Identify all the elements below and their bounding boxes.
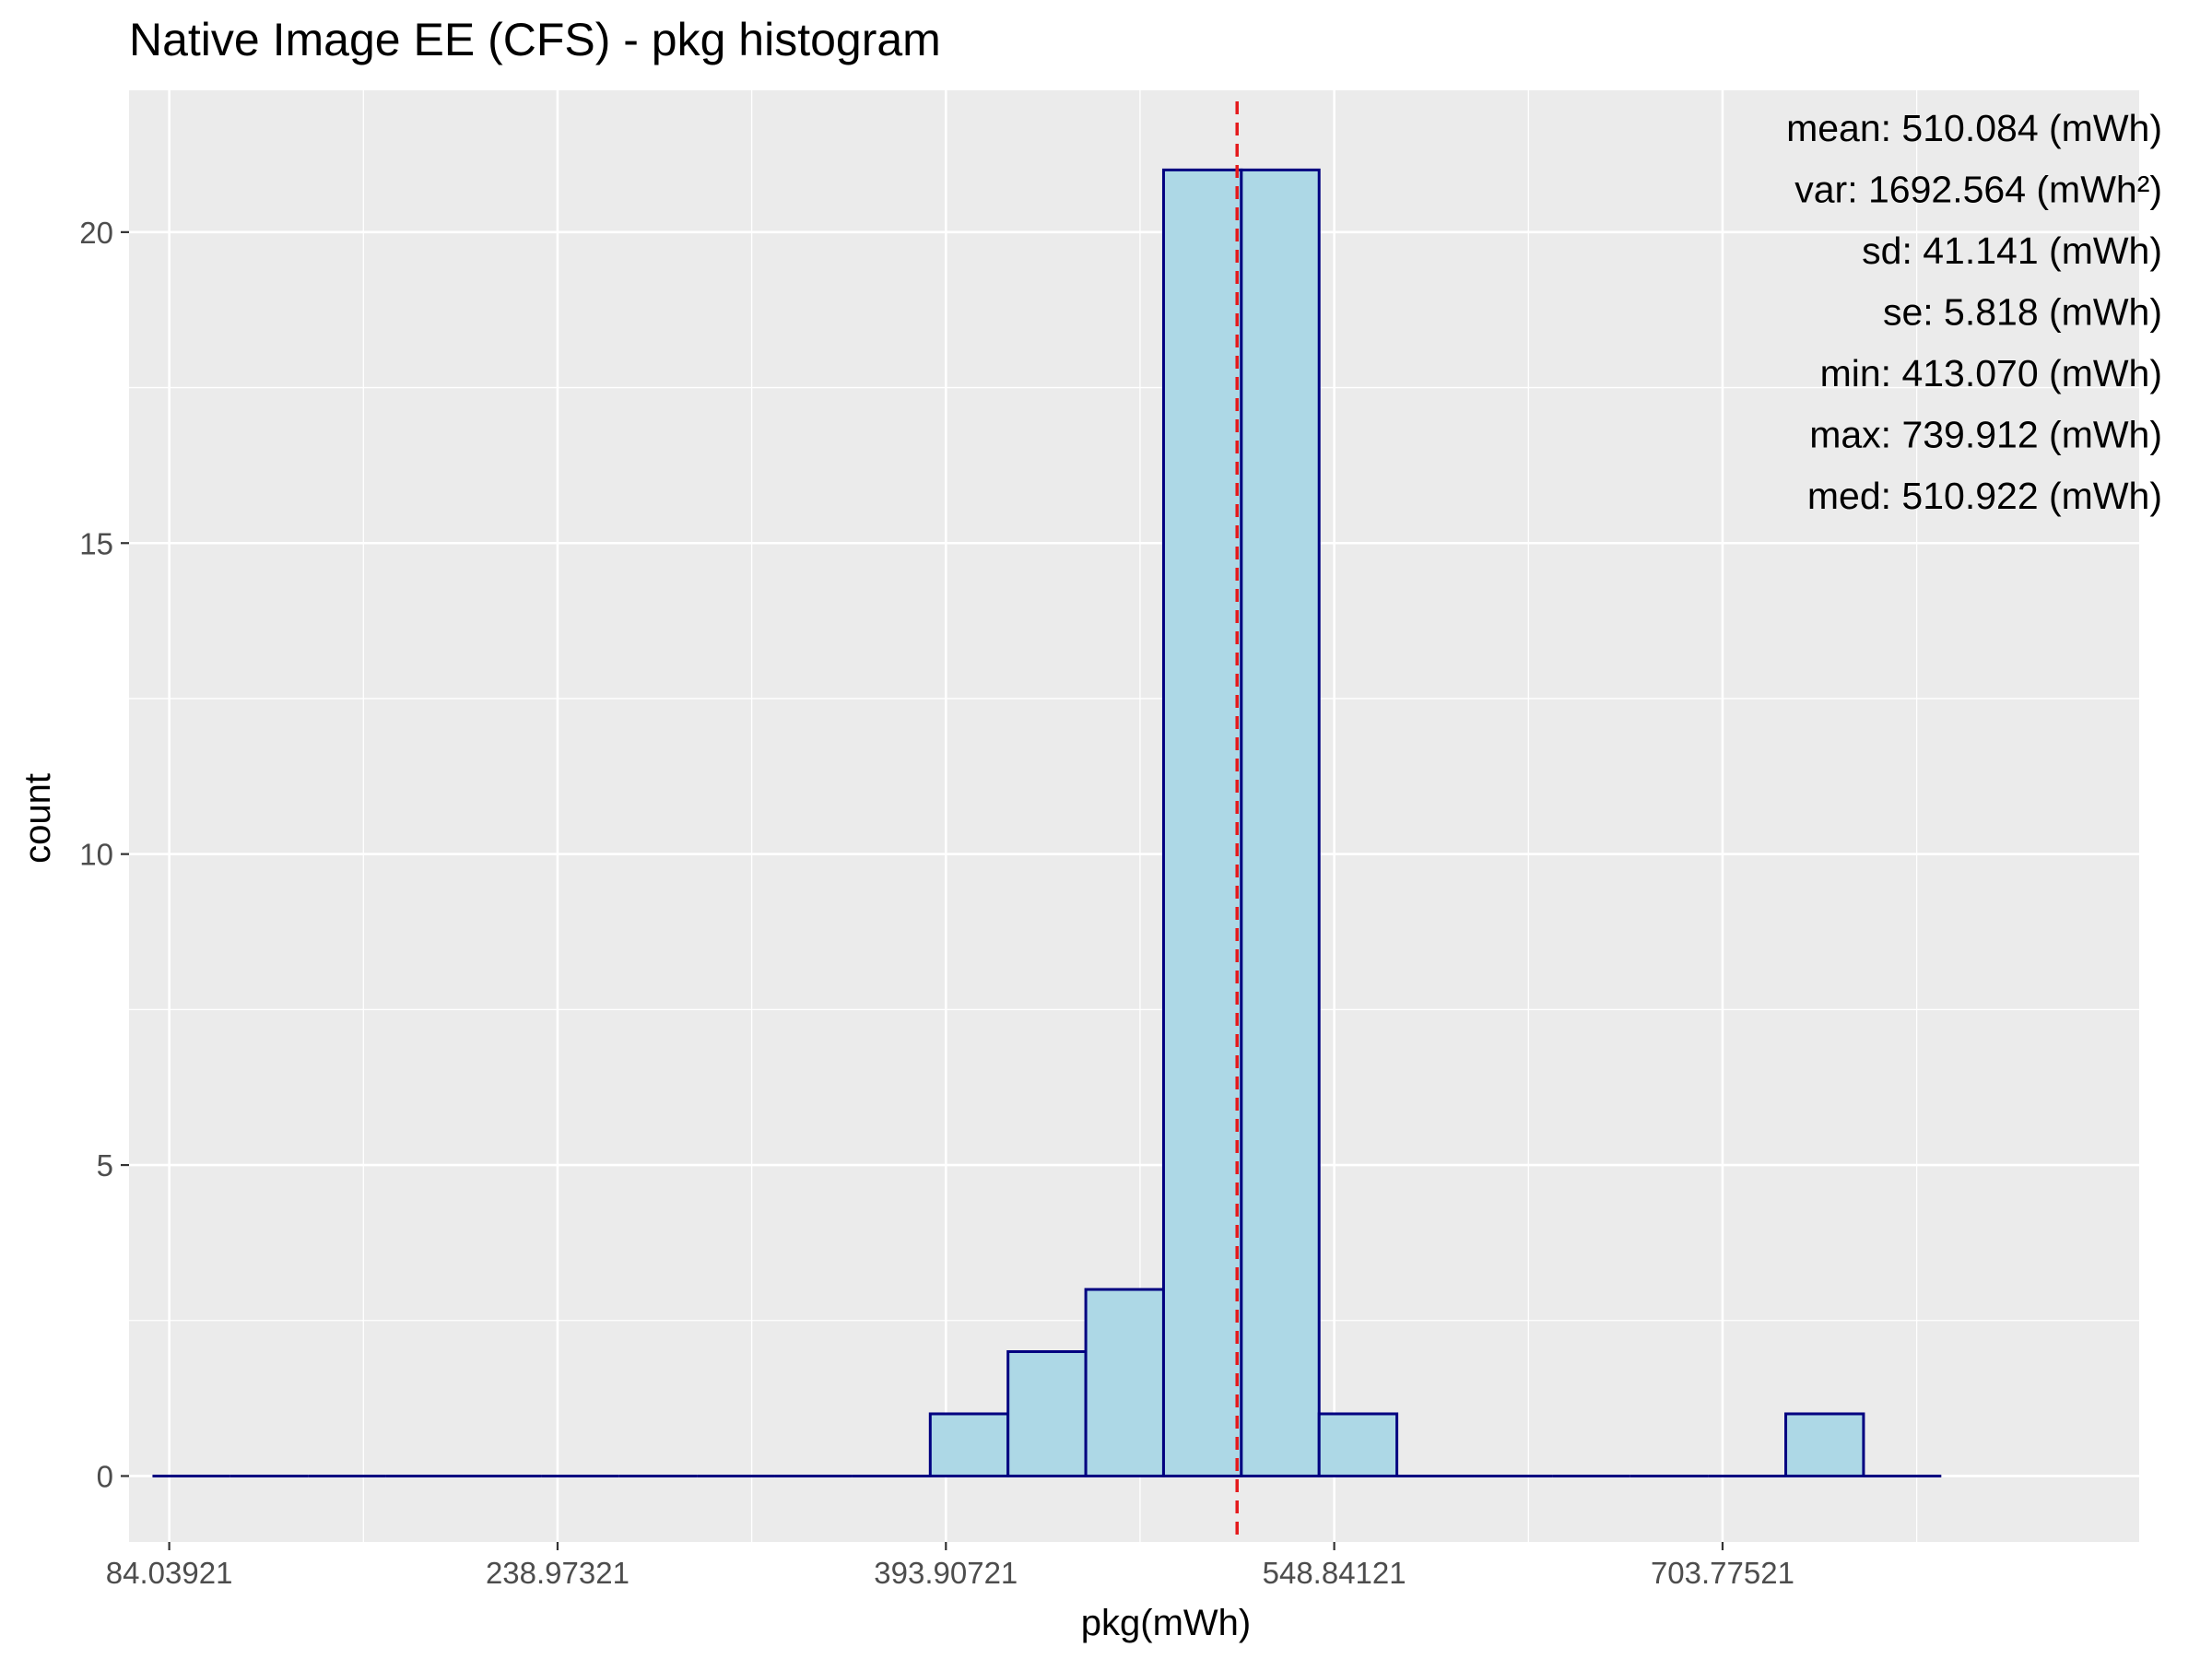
x-tick-label: 84.03921 [106,1556,233,1590]
x-tick-label: 238.97321 [486,1556,629,1590]
y-tick-label: 20 [79,216,113,250]
histogram-bars [152,168,1942,1477]
x-tick-label: 393.90721 [874,1556,1018,1590]
y-tick-label: 15 [79,526,113,560]
stat-line: var: 1692.564 (mWh²) [1794,169,2162,211]
y-tick-label: 5 [97,1148,113,1182]
stats-annotation: mean: 510.084 (mWh) var: 1692.564 (mWh²) s… [1786,107,2162,517]
y-tick-label: 10 [79,838,113,872]
stat-line: med: 510.922 (mWh) [1807,475,2162,517]
stat-line: mean: 510.084 (mWh) [1786,107,2162,149]
x-axis-title: pkg(mWh) [1081,1603,1251,1643]
x-tick-label: 548.84121 [1263,1556,1406,1590]
histogram-bar [1784,1412,1865,1477]
y-axis-title: count [18,773,58,864]
histogram-bar [928,1412,1010,1477]
y-tick-label: 0 [97,1459,113,1493]
y-axis: 0 5 10 15 20 [79,216,129,1493]
x-tick-label: 703.77521 [1651,1556,1794,1590]
histogram-bar [1161,168,1243,1477]
histogram-bar [1084,1288,1165,1477]
x-axis: 84.03921 238.97321 393.90721 548.84121 703.7… [106,1542,1794,1590]
histogram-bar [1240,168,1321,1477]
histogram-bar [1317,1412,1399,1477]
stat-line: min: 413.070 (mWh) [1820,352,2162,394]
stat-line: max: 739.912 (mWh) [1809,414,2162,456]
stat-line: se: 5.818 (mWh) [1883,291,2162,334]
chart-title: Native Image EE (CFS) - pkg histogram [129,14,941,65]
stat-line: sd: 41.141 (mWh) [1862,229,2162,272]
histogram-bar [1006,1350,1088,1477]
